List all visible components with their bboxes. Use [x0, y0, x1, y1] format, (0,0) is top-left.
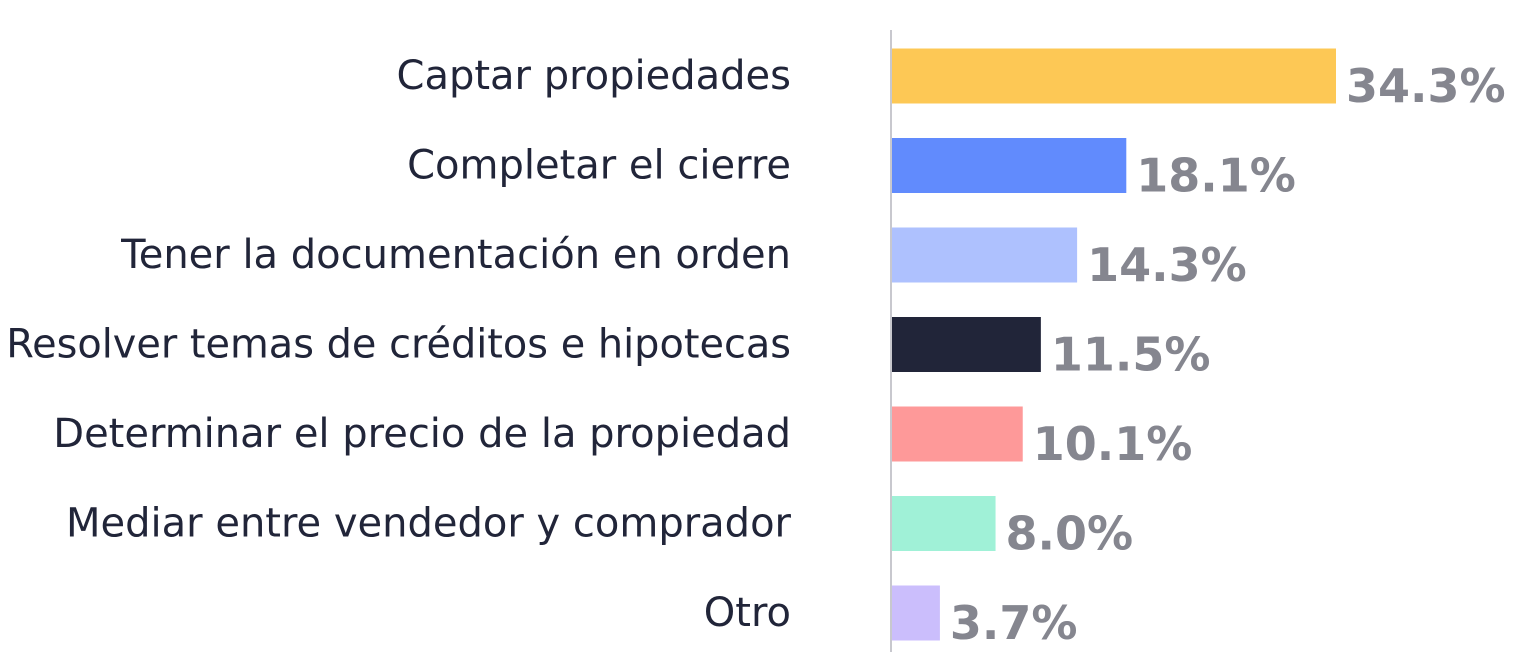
category-label: Determinar el precio de la propiedad — [53, 411, 791, 457]
category-label: Tener la documentación en orden — [120, 232, 791, 278]
category-label: Resolver temas de créditos e hipotecas — [6, 322, 791, 368]
bar — [892, 406, 1023, 462]
category-label: Mediar entre vendedor y comprador — [66, 501, 792, 547]
bar — [892, 317, 1041, 372]
category-label: Captar propiedades — [397, 53, 791, 99]
category-label: Otro — [704, 590, 791, 636]
value-label: 3.7% — [950, 596, 1078, 650]
bar — [892, 48, 1336, 104]
value-label: 11.5% — [1051, 328, 1211, 382]
value-label: 18.1% — [1136, 149, 1296, 203]
bar — [892, 585, 940, 641]
bar — [892, 496, 996, 551]
value-label: 8.0% — [1006, 507, 1134, 561]
bars-group — [892, 48, 1336, 641]
bar — [892, 138, 1127, 193]
value-label: 14.3% — [1087, 238, 1247, 292]
value-label: 34.3% — [1346, 59, 1506, 113]
value-label: 10.1% — [1033, 417, 1193, 471]
category-labels-group: Captar propiedades Completar el cierre Ten… — [6, 53, 791, 636]
bar — [892, 227, 1078, 283]
value-labels-group: 34.3% 18.1% 14.3% 11.5% 10.1% 8.0% 3.7% — [950, 59, 1506, 650]
category-label: Completar el cierre — [407, 143, 791, 189]
